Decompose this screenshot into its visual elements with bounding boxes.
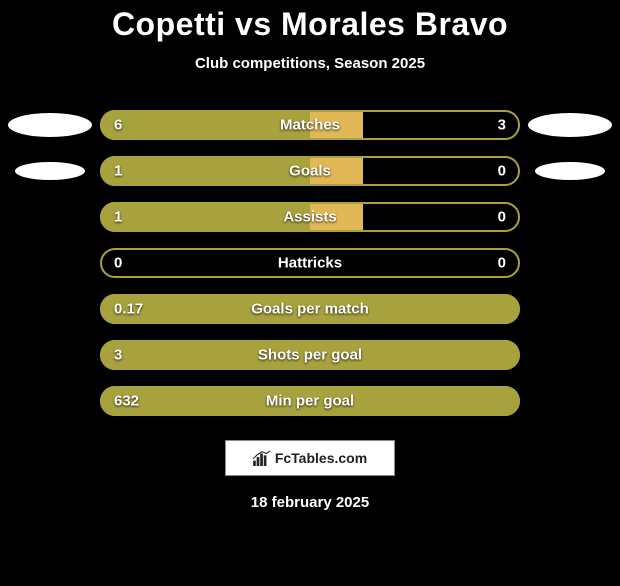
right-decoration: [520, 113, 620, 137]
stat-bars: 6 3 Matches: [100, 110, 520, 140]
page-title: Copetti vs Morales Bravo: [0, 6, 620, 43]
stat-row: 632 Min per goal: [0, 386, 620, 416]
bar-left: [100, 156, 310, 186]
left-value: 0.17: [114, 301, 143, 318]
bar-left: [100, 202, 310, 232]
stat-row: 3 Shots per goal: [0, 340, 620, 370]
metric-label: Assists: [283, 209, 336, 226]
left-value: 632: [114, 393, 139, 410]
team-marker-right: [528, 113, 612, 137]
stat-bars: 1 0 Assists: [100, 202, 520, 232]
chart-icon: [253, 450, 271, 466]
stat-bars: 3 Shots per goal: [100, 340, 520, 370]
metric-label: Min per goal: [266, 393, 354, 410]
left-value: 1: [114, 163, 122, 180]
comparison-chart: 6 3 Matches 1 0 Goals 1 0 Assists 0 0 Hattricks 0.17…: [0, 110, 620, 416]
page-subtitle: Club competitions, Season 2025: [0, 55, 620, 72]
metric-label: Goals per match: [251, 301, 369, 318]
metric-label: Hattricks: [278, 255, 342, 272]
stat-bars: 0.17 Goals per match: [100, 294, 520, 324]
site-badge[interactable]: FcTables.com: [225, 440, 395, 476]
left-value: 6: [114, 117, 122, 134]
stat-bars: 0 0 Hattricks: [100, 248, 520, 278]
stat-row: 1 0 Assists: [0, 202, 620, 232]
stat-row: 0 0 Hattricks: [0, 248, 620, 278]
stat-row: 0.17 Goals per match: [0, 294, 620, 324]
team-marker-left: [8, 113, 92, 137]
left-decoration: [0, 113, 100, 137]
left-value: 1: [114, 209, 122, 226]
site-name: FcTables.com: [275, 450, 367, 466]
right-value: 3: [498, 117, 506, 134]
left-value: 0: [114, 255, 122, 272]
stat-bars: 1 0 Goals: [100, 156, 520, 186]
left-value: 3: [114, 347, 122, 364]
right-decoration: [520, 162, 620, 180]
right-value: 0: [498, 163, 506, 180]
team-marker-right: [535, 162, 605, 180]
right-value: 0: [498, 255, 506, 272]
team-marker-left: [15, 162, 85, 180]
stat-bars: 632 Min per goal: [100, 386, 520, 416]
right-value: 0: [498, 209, 506, 226]
left-decoration: [0, 162, 100, 180]
metric-label: Goals: [289, 163, 331, 180]
metric-label: Matches: [280, 117, 340, 134]
stat-row: 1 0 Goals: [0, 156, 620, 186]
stat-row: 6 3 Matches: [0, 110, 620, 140]
date-text: 18 february 2025: [0, 494, 620, 511]
metric-label: Shots per goal: [258, 347, 362, 364]
bar-left: [100, 110, 310, 140]
